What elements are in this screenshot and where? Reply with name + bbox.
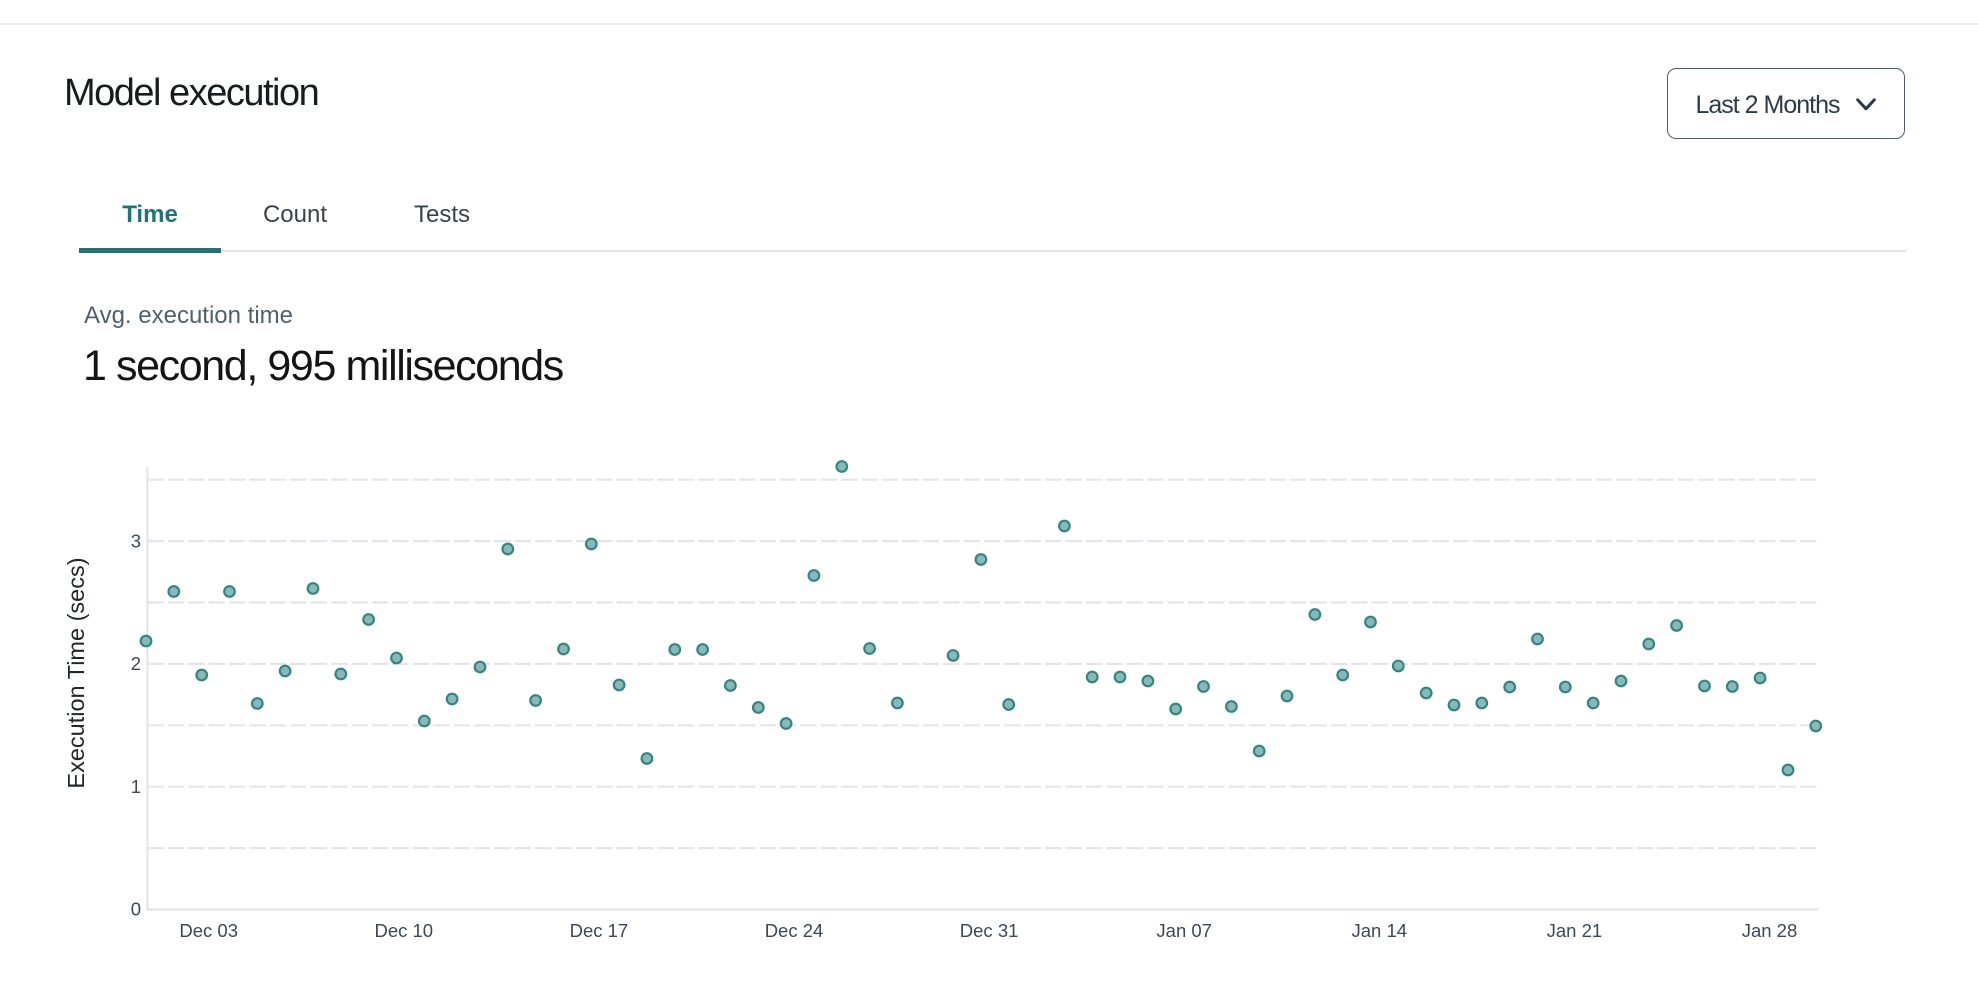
svg-text:Dec 10: Dec 10	[374, 920, 433, 941]
svg-text:1: 1	[131, 776, 141, 797]
svg-text:3: 3	[131, 530, 141, 551]
svg-text:Jan 28: Jan 28	[1742, 920, 1798, 941]
svg-text:Execution Time (secs): Execution Time (secs)	[63, 557, 89, 788]
svg-text:Dec 31: Dec 31	[960, 920, 1019, 941]
svg-text:Dec 03: Dec 03	[179, 920, 238, 941]
svg-text:2: 2	[131, 653, 141, 674]
svg-text:Jan 07: Jan 07	[1156, 920, 1212, 941]
svg-text:Dec 17: Dec 17	[570, 920, 629, 941]
svg-text:Jan 14: Jan 14	[1352, 920, 1408, 941]
svg-text:Dec 24: Dec 24	[765, 920, 824, 941]
svg-text:0: 0	[131, 899, 141, 920]
svg-text:Jan 21: Jan 21	[1547, 920, 1603, 941]
